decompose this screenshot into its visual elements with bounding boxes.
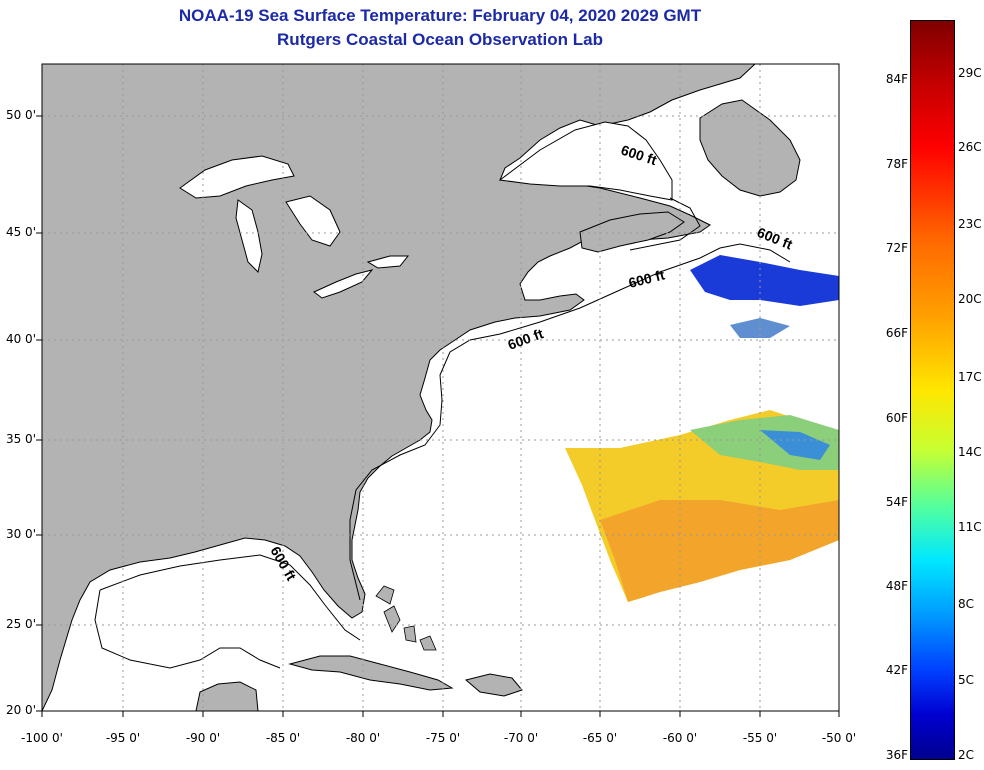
colorbar-c-label: 17C [958, 370, 982, 384]
colorbar-c-label: 11C [958, 520, 982, 534]
land-nova-scotia [579, 211, 685, 253]
map-subtitle: Rutgers Coastal Ocean Observation Lab [277, 30, 603, 49]
lake-huron [285, 195, 341, 247]
colorbar-f-label: 84F [885, 72, 908, 86]
gulf-st-lawrence [498, 121, 673, 201]
lat-label: 40 0' [5, 332, 36, 346]
colorbar-f-label: 78F [885, 157, 908, 171]
colorbar-f-label: 66F [885, 326, 908, 340]
lon-label: -75 0' [425, 731, 461, 745]
colorbar-c-label: 5C [958, 673, 975, 687]
lon-label: -55 0' [742, 731, 778, 745]
land-hispaniola [464, 673, 523, 697]
lake-erie [313, 269, 374, 299]
colorbar-c-label: 23C [958, 217, 982, 231]
land-yucatan [195, 681, 259, 711]
lat-label: 20 0' [5, 703, 36, 717]
land-newfoundland [699, 99, 801, 197]
lake-ontario [366, 255, 410, 269]
colorbar-c-label: 20C [958, 292, 982, 306]
lat-label: 30 0' [5, 527, 36, 541]
contour-600ft [94, 197, 791, 669]
lat-label: 50 0' [5, 108, 36, 122]
lat-label: 25 0' [5, 617, 36, 631]
lake-michigan [235, 199, 263, 273]
lon-label: -90 0' [185, 731, 221, 745]
colorbar-c-label: 29C [958, 66, 982, 80]
lon-label: -50 0' [821, 731, 857, 745]
lat-label: 35 0' [5, 432, 36, 446]
map-title: NOAA-19 Sea Surface Temperature: Februar… [178, 6, 702, 25]
colorbar-c-label: 14C [958, 445, 982, 459]
colorbar-c-label: 8C [958, 597, 975, 611]
lat-label: 45 0' [5, 225, 36, 239]
colorbar-f-label: 42F [885, 663, 908, 677]
lon-label: -70 0' [503, 731, 539, 745]
lon-label: -80 0' [345, 731, 381, 745]
sst-cold-patch [690, 255, 839, 306]
lon-label: -65 0' [582, 731, 618, 745]
lon-label: -95 0' [105, 731, 141, 745]
colorbar-f-label: 54F [885, 495, 908, 509]
colorbar-f-label: 48F [885, 579, 908, 593]
lon-label: -60 0' [662, 731, 698, 745]
land-cuba [288, 655, 454, 691]
colorbar-c-label: 26C [958, 140, 982, 154]
lake-superior [179, 155, 295, 199]
lon-label: -100 0' [21, 731, 63, 745]
temperature-colorbar [910, 20, 955, 760]
colorbar-c-label: 2C [958, 748, 975, 762]
colorbar-f-label: 60F [885, 411, 908, 425]
colorbar-f-label: 72F [885, 241, 908, 255]
lon-label: -85 0' [265, 731, 301, 745]
colorbar-f-label: 36F [885, 748, 908, 762]
